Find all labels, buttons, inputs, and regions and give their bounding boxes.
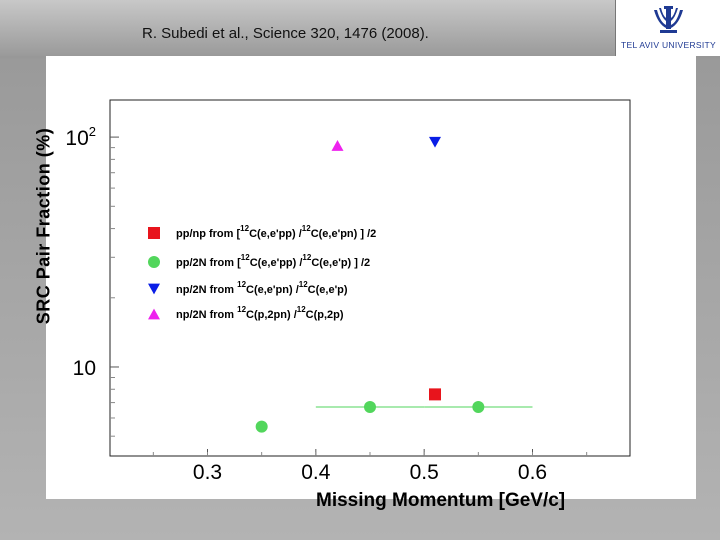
x-tick-label: 0.3 [193,461,222,484]
data-point [472,400,485,413]
legend-marker [148,283,160,295]
legend-marker [148,256,160,268]
university-logo: TEL AVIV UNIVERSITY [615,0,720,56]
x-tick-label: 0.4 [301,461,331,484]
title-band [0,0,615,56]
y-tick-label: 102 [65,124,96,150]
x-tick-label: 0.6 [518,461,547,484]
y-axis-label: SRC Pair Fraction (%) [33,127,54,325]
x-axis-label: Missing Momentum [GeV/c] [316,490,566,511]
data-point [331,140,344,151]
data-point [364,400,376,413]
legend-entry: pp/2N from [12C(e,e'pp) /12C(e,e'p) ] /2 [176,253,370,269]
x-tick-label: 0.5 [410,461,439,484]
y-tick-label: 10 [73,357,96,380]
plot-panel [46,56,696,499]
legend-entry: np/2N from 12C(e,e'pn) /12C(e,e'p) [176,280,348,296]
legend-marker [148,308,160,320]
legend-entry: np/2N from 12C(p,2pn) /12C(p,2p) [176,305,344,321]
legend-marker [148,227,160,239]
data-point [429,388,441,401]
citation-text: R. Subedi et al., Science 320, 1476 (200… [142,25,429,42]
university-name: TEL AVIV UNIVERSITY [621,40,716,50]
data-point [255,420,268,433]
data-point [429,136,441,148]
tel-aviv-university-emblem-icon [654,6,683,33]
legend-entry: pp/np from [12C(e,e'pp) /12C(e,e'pn) ] /… [176,224,376,240]
